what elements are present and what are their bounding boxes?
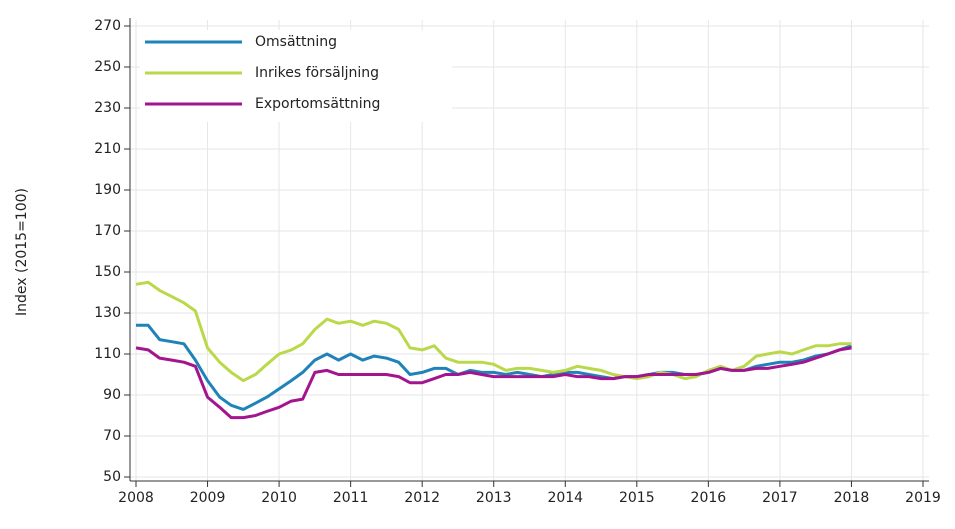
x-tick-label: 2017 [762, 490, 798, 506]
y-tick-label: 190 [94, 182, 121, 198]
x-tick-label: 2016 [691, 490, 727, 506]
x-tick-label: 2014 [547, 490, 583, 506]
x-tick-label: 2012 [404, 490, 440, 506]
x-tick-label: 2013 [476, 490, 512, 506]
y-tick-label: 150 [94, 264, 121, 280]
x-tick-label: 2008 [118, 490, 154, 506]
y-tick-label: 110 [94, 346, 121, 362]
x-tick-label: 2011 [333, 490, 369, 506]
y-tick-label: 250 [94, 59, 121, 75]
legend-box [140, 30, 452, 122]
x-tick-label: 2015 [619, 490, 655, 506]
legend-label: Omsättning [255, 34, 337, 50]
legend-label: Exportomsättning [255, 96, 380, 112]
y-tick-label: 230 [94, 100, 121, 116]
y-tick-label: 70 [103, 428, 121, 444]
y-axis-label: Index (2015=100) [14, 188, 30, 316]
x-tick-label: 2019 [905, 490, 941, 506]
x-tick-label: 2018 [834, 490, 870, 506]
y-tick-label: 170 [94, 223, 121, 239]
y-tick-label: 50 [103, 469, 121, 485]
x-tick-label: 2009 [190, 490, 226, 506]
series-line [135, 346, 852, 420]
y-tick-label: 130 [94, 305, 121, 321]
legend-label: Inrikes försäljning [255, 65, 379, 81]
y-tick-label: 270 [94, 18, 121, 34]
y-tick-label: 210 [94, 141, 121, 157]
y-tick-label: 90 [103, 387, 121, 403]
x-tick-label: 2010 [261, 490, 297, 506]
